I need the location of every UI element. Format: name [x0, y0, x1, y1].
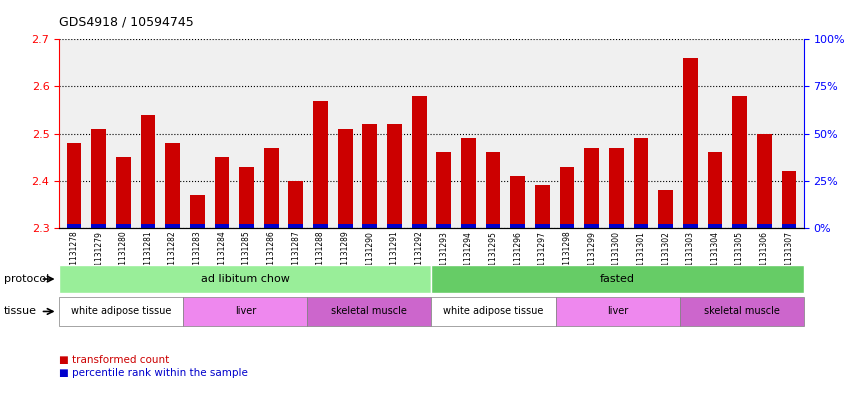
Bar — [140, 115, 156, 228]
Text: tissue: tissue — [4, 307, 37, 316]
Bar — [190, 224, 205, 228]
Bar — [116, 224, 131, 228]
Bar — [658, 190, 673, 228]
Bar — [782, 224, 796, 228]
Bar — [658, 224, 673, 228]
Text: fasted: fasted — [600, 274, 635, 284]
Text: skeletal muscle: skeletal muscle — [704, 307, 780, 316]
Bar — [634, 224, 648, 228]
Bar — [683, 58, 698, 228]
Bar — [707, 224, 722, 228]
Bar — [215, 224, 229, 228]
Bar — [387, 124, 402, 228]
Bar — [732, 96, 747, 228]
Bar — [510, 224, 525, 228]
Bar — [437, 152, 451, 228]
Bar — [707, 152, 722, 228]
Bar — [165, 143, 180, 228]
Bar — [264, 148, 278, 228]
Bar — [782, 171, 796, 228]
Bar — [609, 148, 624, 228]
Bar — [732, 224, 747, 228]
Bar — [560, 167, 574, 228]
Bar — [338, 224, 353, 228]
Bar — [313, 101, 328, 228]
Text: ■ transformed count: ■ transformed count — [59, 354, 169, 365]
Bar — [634, 138, 648, 228]
Bar — [412, 224, 426, 228]
Text: ■ percentile rank within the sample: ■ percentile rank within the sample — [59, 368, 248, 378]
Bar — [140, 224, 156, 228]
Bar — [67, 224, 81, 228]
Text: protocol: protocol — [4, 274, 49, 284]
Bar — [486, 152, 501, 228]
Bar — [215, 157, 229, 228]
Bar — [461, 138, 475, 228]
Bar — [683, 224, 698, 228]
Bar — [535, 185, 550, 228]
Text: white adipose tissue: white adipose tissue — [443, 307, 544, 316]
Bar — [757, 134, 772, 228]
Text: liver: liver — [607, 307, 629, 316]
Bar — [757, 224, 772, 228]
Bar — [362, 124, 377, 228]
Bar — [264, 224, 278, 228]
Bar — [412, 96, 426, 228]
Bar — [190, 195, 205, 228]
Bar — [609, 224, 624, 228]
Text: liver: liver — [234, 307, 256, 316]
Text: skeletal muscle: skeletal muscle — [332, 307, 408, 316]
Bar — [165, 224, 180, 228]
Bar — [288, 181, 303, 228]
Bar — [67, 143, 81, 228]
Bar — [362, 224, 377, 228]
Text: white adipose tissue: white adipose tissue — [71, 307, 172, 316]
Bar — [239, 224, 254, 228]
Bar — [510, 176, 525, 228]
Bar — [535, 224, 550, 228]
Text: ad libitum chow: ad libitum chow — [201, 274, 290, 284]
Bar — [288, 224, 303, 228]
Bar — [461, 224, 475, 228]
Bar — [387, 224, 402, 228]
Bar — [116, 157, 131, 228]
Bar — [585, 148, 599, 228]
Text: GDS4918 / 10594745: GDS4918 / 10594745 — [59, 16, 194, 29]
Bar — [437, 224, 451, 228]
Bar — [91, 224, 106, 228]
Bar — [585, 224, 599, 228]
Bar — [486, 224, 501, 228]
Bar — [313, 224, 328, 228]
Bar — [91, 129, 106, 228]
Bar — [338, 129, 353, 228]
Bar — [560, 224, 574, 228]
Bar — [239, 167, 254, 228]
